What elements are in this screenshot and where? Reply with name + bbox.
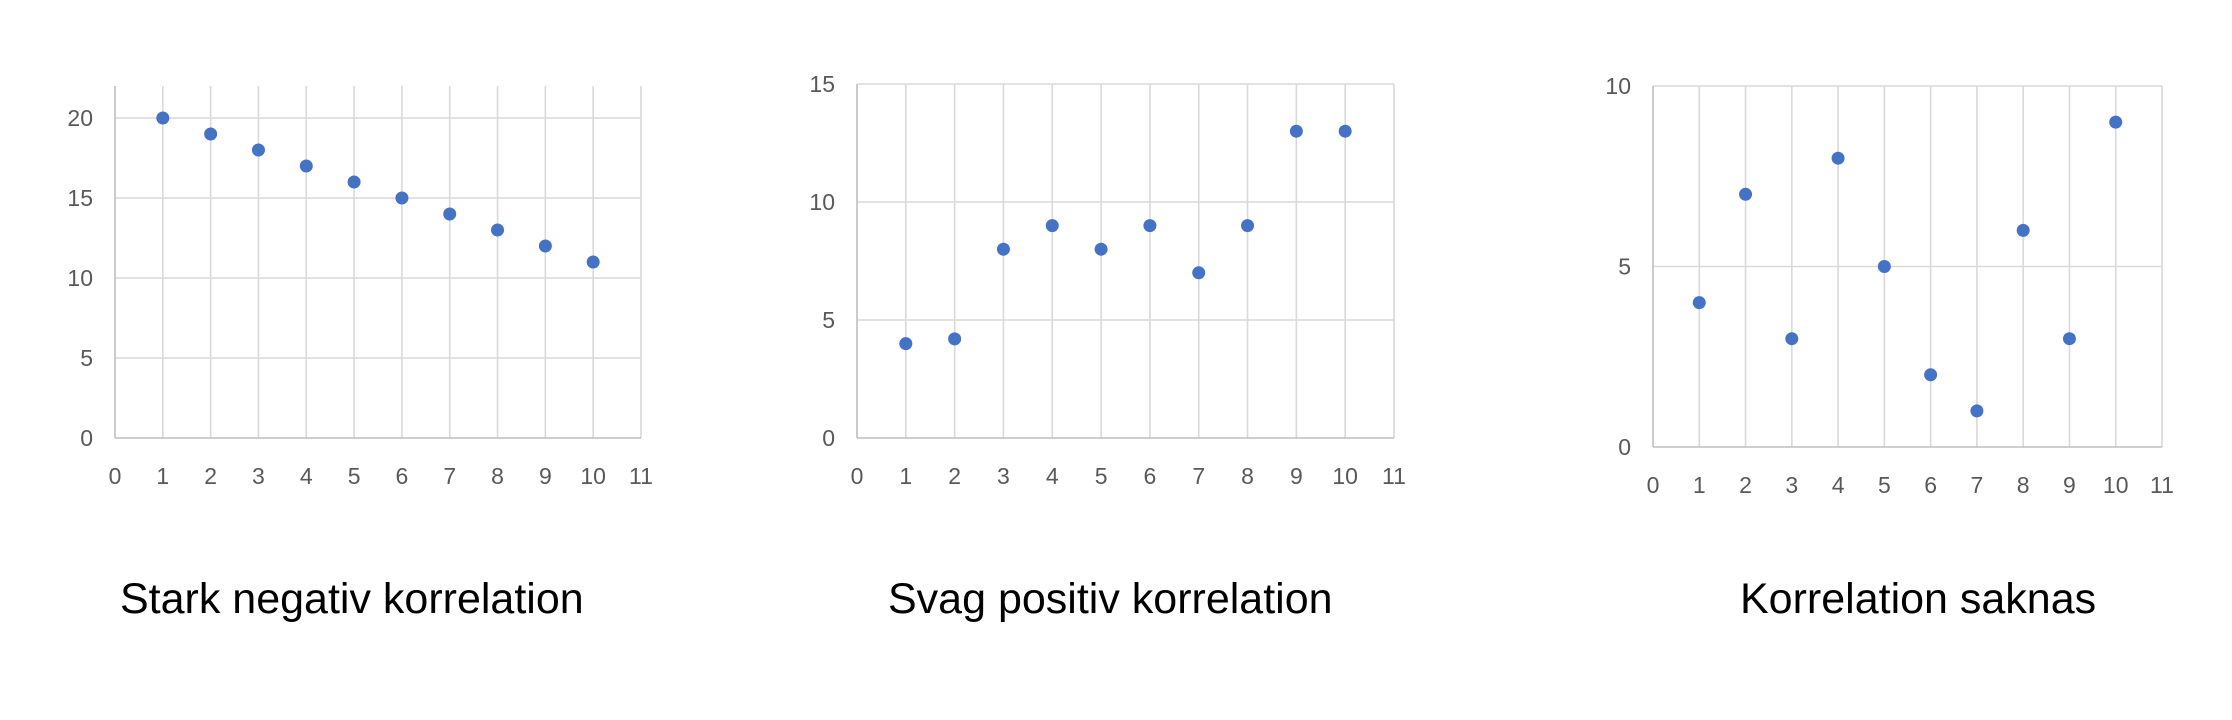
x-tick-label: 9: [539, 463, 552, 489]
data-point: [347, 175, 361, 189]
grid: [1653, 85, 2163, 447]
data-point: [491, 223, 505, 237]
data-point: [538, 239, 552, 253]
y-tick-label: 10: [67, 265, 93, 291]
data-point: [1831, 151, 1845, 165]
y-tick-label: 0: [80, 425, 93, 451]
x-tick-label: 2: [204, 463, 217, 489]
x-tick-label: 10: [2103, 472, 2129, 498]
data-point: [1739, 187, 1753, 201]
scatter-chart-svag-positiv: 0 5 10 15 0 1 2 3 4 5 6 7 8 9 10 11: [809, 71, 1406, 489]
x-tick-label: 8: [2017, 472, 2030, 498]
x-tick-label: 5: [1878, 472, 1891, 498]
grid: [857, 83, 1395, 438]
chart-caption: Korrelation saknas: [1740, 575, 2097, 623]
data-point: [948, 332, 962, 346]
x-tick-label: 10: [580, 463, 606, 489]
x-tick-label: 9: [1290, 463, 1303, 489]
x-tick-label: 4: [1046, 463, 1059, 489]
x-tick-label: 8: [491, 463, 504, 489]
x-tick-label: 0: [109, 463, 122, 489]
data-point: [2109, 115, 2123, 129]
x-tick-label: 6: [1924, 472, 1937, 498]
x-tick-label: 2: [948, 463, 961, 489]
x-tick-label: 11: [629, 463, 653, 489]
data-point: [1289, 124, 1303, 138]
x-tick-label: 7: [1192, 463, 1205, 489]
x-tick-label: 10: [1332, 463, 1358, 489]
y-tick-label: 5: [1618, 254, 1631, 280]
x-tick-label: 4: [1832, 472, 1845, 498]
x-tick-label: 7: [1971, 472, 1984, 498]
scatter-chart-stark-negativ: 0 5 10 15 20 0 1 2 3 4 5 6 7 8 9 10 11: [67, 86, 653, 489]
x-tick-label: 6: [1144, 463, 1157, 489]
x-tick-label: 5: [348, 463, 361, 489]
chart-caption: Stark negativ korrelation: [120, 575, 584, 623]
data-point: [1094, 242, 1108, 256]
data-point: [299, 159, 313, 173]
data-point: [1045, 219, 1059, 233]
y-tick-label: 0: [1618, 434, 1631, 460]
data-point: [1877, 260, 1891, 273]
data-point: [395, 191, 409, 205]
x-tick-label: 4: [300, 463, 313, 489]
scatter-chart-korrelation-saknas: 0 5 10 0 1 2 3 4 5 6 7 8 9 10 11: [1605, 73, 2174, 498]
x-tick-label: 2: [1739, 472, 1752, 498]
y-tick-label: 0: [822, 425, 835, 451]
x-tick-label: 3: [1785, 472, 1798, 498]
data-point: [586, 255, 600, 269]
data-point: [2016, 223, 2030, 237]
y-tick-label: 15: [67, 185, 93, 211]
grid: [115, 86, 642, 438]
data-point: [204, 127, 218, 141]
x-tick-label: 6: [396, 463, 409, 489]
x-tick-label: 1: [899, 463, 912, 489]
x-tick-label: 7: [443, 463, 456, 489]
y-tick-label: 5: [80, 345, 93, 371]
x-tick-label: 3: [252, 463, 265, 489]
data-point: [1970, 404, 1984, 418]
data-point: [2062, 332, 2076, 346]
x-tick-label: 1: [1693, 472, 1706, 498]
x-tick-label: 9: [2063, 472, 2076, 498]
x-tick-label: 11: [2150, 472, 2174, 498]
x-tick-label: 0: [1647, 472, 1660, 498]
y-tick-label: 5: [822, 307, 835, 333]
data-point: [1924, 368, 1938, 382]
x-tick-label: 8: [1241, 463, 1254, 489]
data-point: [996, 242, 1010, 256]
x-tick-label: 0: [851, 463, 864, 489]
y-tick-label: 20: [67, 105, 93, 131]
data-point: [1338, 124, 1352, 138]
data-point: [899, 337, 913, 351]
data-point: [1241, 219, 1255, 233]
chart-caption: Svag positiv korrelation: [888, 575, 1333, 623]
y-tick-label: 10: [809, 189, 835, 215]
y-tick-label: 15: [809, 71, 835, 97]
x-tick-label: 3: [997, 463, 1010, 489]
data-point: [251, 143, 265, 157]
y-tick-label: 10: [1605, 73, 1631, 99]
x-tick-label: 1: [156, 463, 169, 489]
x-tick-label: 5: [1095, 463, 1108, 489]
data-point: [156, 111, 170, 125]
data-point: [1692, 296, 1706, 310]
data-point: [1192, 266, 1206, 280]
data-point: [1143, 219, 1157, 233]
data-point: [443, 207, 457, 221]
x-tick-label: 11: [1382, 463, 1406, 489]
data-point: [1785, 332, 1799, 346]
